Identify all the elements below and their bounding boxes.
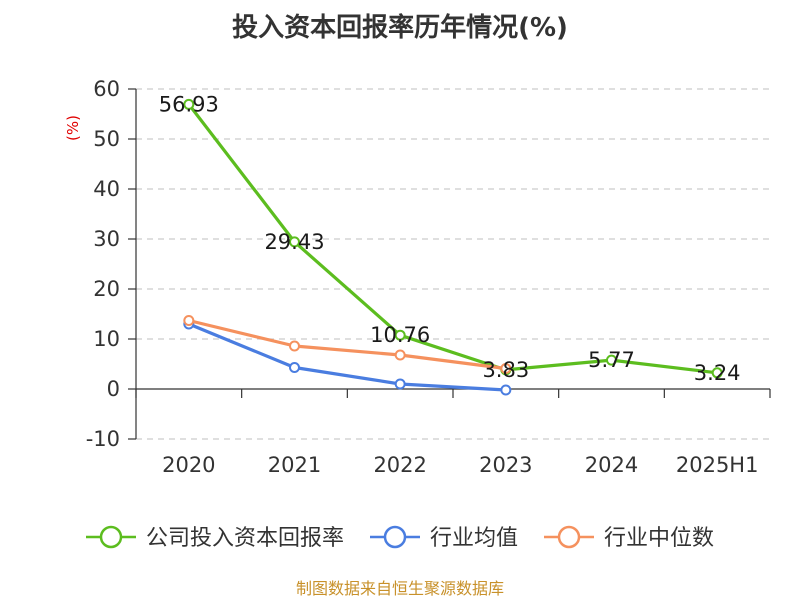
x-tick-label: 2024 — [585, 453, 638, 477]
legend-label: 公司投入资本回报率 — [146, 526, 344, 551]
data-point — [500, 384, 512, 396]
data-point — [394, 329, 406, 341]
y-axis-unit: (%) — [64, 115, 82, 141]
axes — [128, 88, 771, 440]
x-tick-label: 2022 — [373, 453, 426, 477]
legend-marker — [99, 525, 123, 549]
series-lines — [183, 98, 723, 396]
source-note: 制图数据来自恒生聚源数据库 — [296, 579, 504, 598]
data-label: 3.24 — [694, 361, 741, 385]
data-label: 56.93 — [159, 92, 219, 116]
series-line-1 — [188, 322, 506, 392]
x-tick-label: 2021 — [268, 453, 321, 477]
y-tick-label: -10 — [86, 427, 120, 451]
data-labels: 56.93 29.43 10.76 3.83 5.77 3.24 — [159, 92, 741, 384]
data-label: 10.76 — [370, 323, 430, 347]
legend: 公司投入资本回报率 行业均值 行业中位数 — [86, 525, 714, 551]
data-point — [606, 354, 617, 366]
data-point — [394, 349, 406, 361]
y-tick-labels: -10 0 10 20 30 40 50 60 — [86, 77, 120, 451]
legend-item: 行业中位数 — [544, 525, 714, 551]
legend-item: 公司投入资本回报率 — [86, 525, 344, 551]
legend-marker — [383, 525, 407, 549]
legend-marker — [557, 525, 581, 549]
data-point — [183, 315, 195, 326]
data-point — [394, 378, 406, 390]
gridlines — [136, 88, 770, 440]
legend-item: 行业均值 — [370, 525, 518, 551]
data-label: 5.77 — [588, 348, 635, 372]
data-label: 3.83 — [482, 358, 529, 382]
y-tick-label: 60 — [93, 77, 120, 101]
data-point — [711, 367, 723, 379]
y-tick-label: 10 — [93, 327, 120, 351]
data-point — [289, 236, 300, 248]
data-point — [183, 98, 195, 110]
x-tick-label: 2020 — [162, 453, 215, 477]
x-tick-label: 2023 — [479, 453, 532, 477]
data-point — [289, 362, 300, 373]
y-tick-label: 20 — [93, 277, 120, 301]
data-label: 29.43 — [264, 230, 324, 254]
y-tick-label: 30 — [93, 227, 120, 251]
y-tick-label: 50 — [93, 127, 120, 151]
x-tick-labels: 2020 2021 2022 2023 2024 2025H1 — [162, 453, 758, 477]
y-tick-label: 40 — [93, 177, 120, 201]
y-tick-label: 0 — [107, 377, 120, 401]
series-line-0 — [187, 103, 718, 375]
data-point — [500, 363, 512, 374]
series-line-2 — [188, 318, 507, 371]
legend-label: 行业均值 — [430, 526, 518, 551]
data-point — [289, 340, 300, 352]
x-tick-label: 2025H1 — [676, 453, 759, 477]
chart-title: 投入资本回报率历年情况(%) — [232, 12, 568, 43]
legend-label: 行业中位数 — [604, 526, 714, 551]
